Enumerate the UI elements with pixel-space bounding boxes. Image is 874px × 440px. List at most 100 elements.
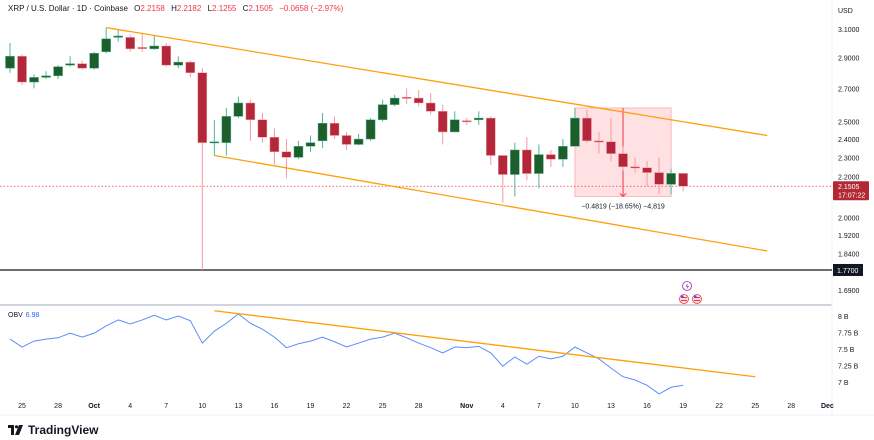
- candle-body: [522, 149, 532, 174]
- candle-body: [678, 173, 688, 187]
- candle-body: [41, 75, 51, 78]
- candle: [365, 118, 376, 141]
- x-tick-label: 28: [54, 403, 62, 410]
- x-tick-label: 13: [234, 403, 242, 410]
- y-tick-label: 2.5000: [838, 119, 860, 126]
- candle-body: [77, 63, 87, 69]
- close-value: 2.1505: [248, 4, 273, 13]
- currency-label: USD: [838, 8, 853, 15]
- candle: [606, 118, 616, 162]
- x-tick-label: 10: [198, 403, 206, 410]
- candle: [486, 116, 496, 165]
- candle: [101, 27, 111, 54]
- candle: [293, 140, 304, 160]
- candle-body: [425, 102, 436, 112]
- countdown-text: 17:07:22: [838, 192, 865, 199]
- obv-value: 6.98: [25, 312, 40, 319]
- x-tick-label: 25: [379, 403, 387, 410]
- candle: [666, 168, 676, 195]
- candle-body: [546, 154, 556, 160]
- level-badge-bg: [833, 263, 863, 276]
- candle: [425, 93, 436, 115]
- candle-body: [5, 55, 15, 69]
- candle: [5, 43, 15, 73]
- y-tick-label: 2.9000: [838, 56, 860, 63]
- candle-body: [101, 38, 111, 53]
- candle-body: [401, 97, 412, 99]
- candle: [570, 107, 580, 147]
- change-value: −0.0658 (−2.97%): [279, 4, 344, 13]
- measure-label: −0.4819 (−18.65%) −4,819: [581, 203, 665, 210]
- candle-body: [534, 154, 544, 174]
- candle: [41, 71, 51, 79]
- candle-body: [185, 61, 196, 74]
- candle-body: [257, 119, 268, 138]
- candle-body: [113, 35, 123, 38]
- candle: [125, 34, 135, 52]
- y-tick-label: 2.2000: [838, 174, 860, 181]
- candle-body: [305, 142, 316, 147]
- candle-body: [510, 149, 520, 175]
- candle-body: [498, 155, 508, 175]
- candle: [413, 90, 424, 107]
- level-price-badge: 1.7700: [833, 263, 863, 276]
- candle-body: [449, 119, 460, 133]
- x-tick-label: 25: [751, 403, 759, 410]
- low-value: 2.1255: [212, 4, 237, 13]
- flag-canton: [694, 295, 697, 298]
- candle: [329, 116, 340, 140]
- candle-body: [630, 166, 640, 169]
- x-tick-label: Nov: [460, 403, 473, 410]
- candle-body: [65, 63, 75, 66]
- candle: [305, 135, 316, 152]
- candle: [510, 142, 520, 197]
- candle: [546, 149, 556, 167]
- x-tick-label: 13: [607, 403, 615, 410]
- x-tick-label: 7: [164, 403, 168, 410]
- x-tick-label: 19: [307, 403, 315, 410]
- symbol-title[interactable]: XRP / U.S. Dollar · 1D · Coinbase: [8, 4, 128, 13]
- candle: [678, 172, 688, 192]
- candle: [17, 54, 27, 86]
- y-tick-label: 1.6900: [838, 288, 860, 295]
- us-flag-event-icon: [679, 294, 689, 304]
- candle-body: [281, 151, 292, 158]
- obv-legend[interactable]: OBV 6.98: [8, 312, 39, 319]
- candle-body: [137, 47, 147, 49]
- candle-body: [197, 72, 208, 143]
- x-tick-label: Oct: [88, 403, 100, 410]
- tradingview-logo-icon: [8, 425, 23, 435]
- candle-body: [221, 116, 232, 143]
- x-tick-label: 10: [571, 403, 579, 410]
- candle-body: [618, 153, 628, 168]
- candle-body: [377, 104, 388, 121]
- candle: [89, 51, 99, 70]
- candle-body: [173, 61, 184, 66]
- current-price-badge-bg: [833, 181, 869, 201]
- x-tick-label: Dec: [821, 403, 834, 410]
- x-tick-label: 22: [715, 403, 723, 410]
- obv-tick-label: 8 B: [838, 314, 849, 321]
- candle: [245, 99, 256, 141]
- candle: [498, 155, 508, 203]
- candle: [630, 157, 640, 173]
- flag-stripe: [681, 300, 687, 301]
- high-value: 2.2182: [176, 4, 202, 13]
- candle-body: [413, 97, 424, 104]
- current-price-text: 2.1505: [838, 184, 860, 191]
- y-tick-label: 2.3000: [838, 155, 860, 162]
- x-tick-label: 16: [643, 403, 651, 410]
- chart-header: XRP / U.S. Dollar · 1D · Coinbase O2.215…: [8, 4, 344, 13]
- candle-body: [29, 77, 39, 83]
- lightning-glyph: [685, 283, 689, 290]
- tradingview-logo[interactable]: TradingView: [8, 423, 98, 437]
- candle-body: [329, 122, 340, 136]
- candle-body: [594, 140, 604, 143]
- candle: [233, 96, 244, 119]
- candle: [654, 157, 664, 195]
- flag-stripe: [694, 300, 700, 301]
- candle-body: [558, 146, 568, 160]
